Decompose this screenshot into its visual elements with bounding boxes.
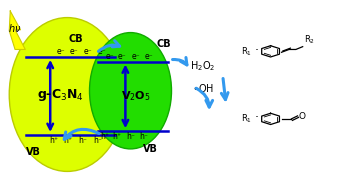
Text: h⁻: h⁻ — [94, 136, 103, 145]
Text: h⁻: h⁻ — [126, 132, 135, 141]
Text: h⁺: h⁺ — [100, 132, 109, 141]
Text: e⁻: e⁻ — [83, 47, 92, 56]
Text: R$_1$: R$_1$ — [241, 45, 252, 58]
Text: e⁻: e⁻ — [131, 52, 140, 61]
Text: e⁻: e⁻ — [70, 47, 79, 56]
Text: h⁺: h⁺ — [63, 136, 72, 145]
Text: VB: VB — [26, 147, 41, 157]
Text: R$_1$: R$_1$ — [241, 113, 252, 125]
Text: e⁻: e⁻ — [56, 47, 65, 56]
Text: CB: CB — [69, 34, 83, 44]
Text: ·: · — [255, 112, 259, 124]
Text: V$_2$O$_5$: V$_2$O$_5$ — [121, 89, 151, 103]
FancyArrowPatch shape — [173, 57, 187, 65]
Text: ·: · — [255, 44, 259, 57]
Text: CB: CB — [156, 40, 171, 50]
FancyArrowPatch shape — [221, 78, 228, 100]
Text: e⁻: e⁻ — [97, 47, 106, 56]
Ellipse shape — [90, 33, 172, 149]
Text: VB: VB — [142, 144, 157, 154]
Text: h⁺: h⁺ — [113, 132, 121, 141]
FancyArrowPatch shape — [64, 129, 99, 139]
Text: h⁻: h⁻ — [78, 136, 87, 145]
Text: e⁻: e⁻ — [145, 52, 154, 61]
Text: R$_2$: R$_2$ — [304, 34, 315, 46]
Text: H$_2$O$_2$: H$_2$O$_2$ — [190, 60, 216, 73]
Text: g-C$_3$N$_4$: g-C$_3$N$_4$ — [37, 87, 84, 102]
Text: e⁻: e⁻ — [118, 52, 126, 61]
Text: O: O — [298, 112, 305, 121]
Ellipse shape — [9, 18, 126, 171]
Text: h⁻: h⁻ — [140, 132, 149, 141]
FancyArrowPatch shape — [196, 88, 213, 107]
FancyArrowPatch shape — [98, 41, 120, 51]
Polygon shape — [9, 11, 25, 50]
Text: e⁻: e⁻ — [106, 52, 114, 61]
Text: $\bullet$OH: $\bullet$OH — [192, 82, 214, 94]
Text: $h\nu$: $h\nu$ — [8, 22, 22, 34]
Text: h⁺: h⁺ — [49, 136, 58, 145]
